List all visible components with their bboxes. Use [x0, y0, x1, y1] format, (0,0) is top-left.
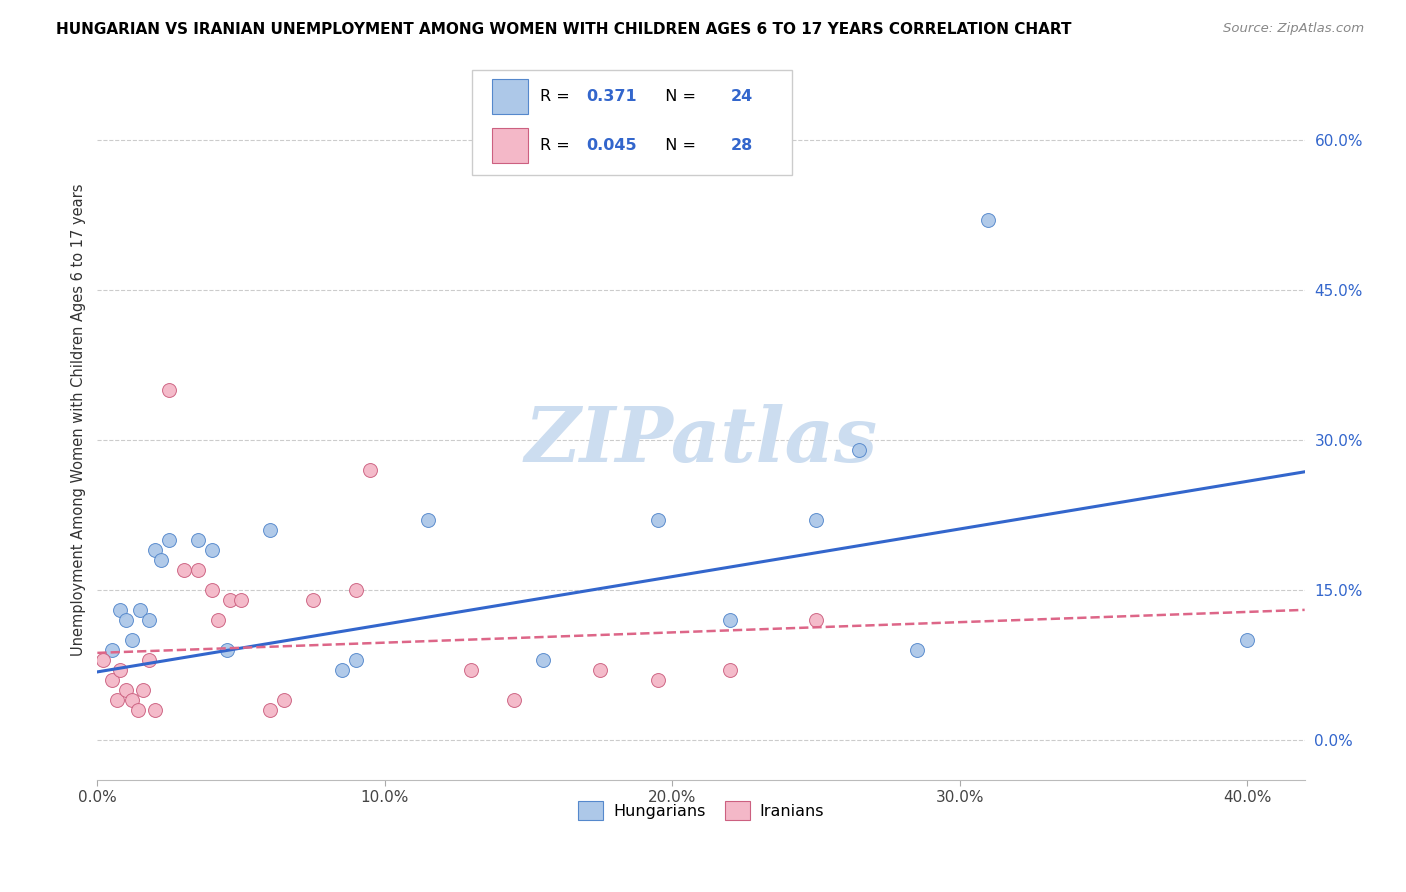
Point [201, 582, 224, 597]
Point [149, 553, 172, 567]
Point [207, 613, 229, 627]
Point [273, 693, 295, 707]
Point [121, 693, 143, 707]
Text: N =: N = [655, 89, 702, 103]
Point [110, 603, 132, 617]
Point [503, 693, 526, 707]
Point [157, 383, 180, 397]
Text: Source: ZipAtlas.com: Source: ZipAtlas.com [1223, 22, 1364, 36]
Point [115, 613, 138, 627]
Point [218, 592, 240, 607]
Y-axis label: Unemployment Among Women with Children Ages 6 to 17 years: Unemployment Among Women with Children A… [72, 184, 86, 656]
Point [259, 523, 281, 537]
Point [129, 603, 152, 617]
Text: 28: 28 [731, 138, 754, 153]
Point [187, 563, 209, 577]
Point [416, 513, 439, 527]
Point [187, 533, 209, 547]
Point [100, 673, 122, 687]
Point [107, 693, 129, 707]
Point [201, 542, 224, 557]
Point [531, 653, 554, 667]
Point [138, 653, 160, 667]
Text: HUNGARIAN VS IRANIAN UNEMPLOYMENT AMONG WOMEN WITH CHILDREN AGES 6 TO 17 YEARS C: HUNGARIAN VS IRANIAN UNEMPLOYMENT AMONG … [56, 22, 1071, 37]
Text: R =: R = [540, 138, 575, 153]
Point [647, 513, 669, 527]
Point [91, 653, 114, 667]
Point [143, 703, 166, 717]
Text: N =: N = [655, 138, 702, 153]
Point [344, 653, 367, 667]
Point [115, 682, 138, 697]
Point [718, 613, 741, 627]
Point [460, 663, 482, 677]
Point [215, 643, 238, 657]
Point [977, 212, 1000, 227]
Point [259, 703, 281, 717]
Point [848, 442, 870, 457]
Point [905, 643, 928, 657]
FancyBboxPatch shape [471, 70, 792, 175]
Point [804, 513, 827, 527]
Text: 0.371: 0.371 [586, 89, 637, 103]
Point [138, 613, 160, 627]
Point [647, 673, 669, 687]
Point [132, 682, 155, 697]
Bar [492, 79, 529, 113]
Point [121, 632, 143, 647]
Point [718, 663, 741, 677]
Point [1236, 632, 1258, 647]
Point [302, 592, 325, 607]
Point [157, 533, 180, 547]
Point [173, 563, 195, 577]
Text: 24: 24 [731, 89, 754, 103]
Point [143, 542, 166, 557]
Legend: Hungarians, Iranians: Hungarians, Iranians [571, 795, 831, 826]
Point [110, 663, 132, 677]
Text: R =: R = [540, 89, 575, 103]
Point [359, 463, 381, 477]
Point [804, 613, 827, 627]
Point [344, 582, 367, 597]
Point [127, 703, 149, 717]
Text: ZIPatlas: ZIPatlas [524, 404, 877, 478]
Point [229, 592, 252, 607]
Point [330, 663, 353, 677]
Text: 0.045: 0.045 [586, 138, 637, 153]
Point [100, 643, 122, 657]
Point [589, 663, 612, 677]
Bar [492, 128, 529, 162]
